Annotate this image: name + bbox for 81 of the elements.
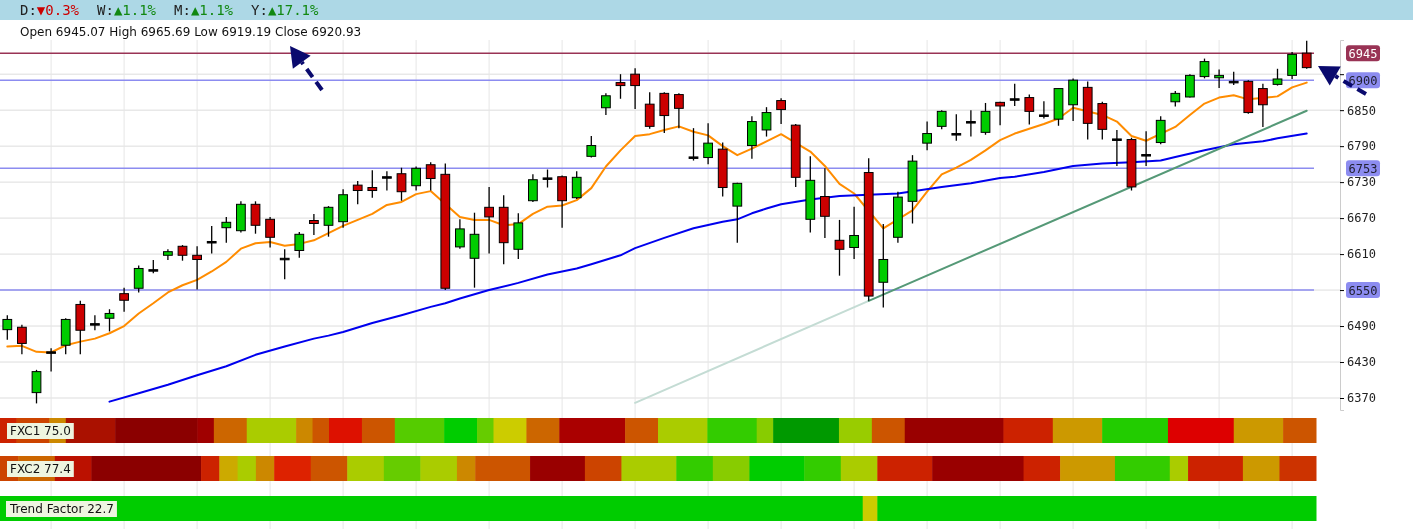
candlestick — [469, 212, 480, 289]
candlestick — [659, 91, 670, 134]
ref-line-label: 6900 — [1348, 73, 1378, 88]
candlestick — [1141, 130, 1151, 167]
candlestick — [776, 97, 786, 125]
candlestick — [119, 287, 129, 313]
candlestick — [221, 216, 232, 244]
ref-line-label: 6945 — [1348, 46, 1378, 61]
candlestick — [674, 92, 684, 129]
text: FXC2 77.4 — [10, 462, 71, 476]
candlestick — [1214, 68, 1224, 89]
candlestick — [323, 205, 334, 238]
candlestick — [2, 314, 13, 341]
candlestick — [382, 170, 392, 192]
line-series — [108, 132, 1308, 403]
candlestick — [1199, 57, 1210, 80]
candlestick — [352, 180, 363, 205]
y-tick-label: 6610 — [1347, 247, 1376, 262]
candlestick — [1155, 115, 1166, 145]
candlestick — [1009, 83, 1020, 107]
text: Open 6945.07 High 6965.69 Low 6919.19 Close 6920.93 — [20, 25, 362, 39]
candlestick — [17, 324, 27, 355]
candlestick — [732, 182, 743, 244]
candlestick — [936, 109, 947, 130]
candlestick — [586, 135, 597, 159]
candlestick — [1301, 40, 1312, 70]
candlestick — [455, 218, 465, 250]
candlestick — [571, 170, 582, 200]
text: FXC1 75.0 — [10, 424, 71, 438]
candlestick — [484, 186, 494, 255]
candlestick — [411, 165, 421, 192]
candlestick — [951, 113, 962, 142]
candlestick — [601, 92, 611, 116]
candlestick — [966, 109, 976, 138]
ref-line-label: 6753 — [1348, 161, 1378, 176]
candlestick — [90, 314, 100, 331]
candlestick — [980, 102, 991, 136]
candlestick — [1287, 51, 1297, 80]
text: Trend Factor 22.7 — [9, 502, 114, 516]
candlestick — [615, 73, 626, 100]
candlestick — [1185, 73, 1195, 99]
candlestick — [878, 223, 889, 309]
y-tick-label: 6430 — [1347, 355, 1376, 370]
candlestick — [104, 308, 115, 333]
y-tick-label: 6730 — [1347, 175, 1376, 190]
candlestick — [1258, 83, 1268, 128]
y-tick-label: 6850 — [1347, 103, 1376, 118]
candlestick — [747, 115, 757, 160]
ref-line-label: 6550 — [1348, 283, 1378, 298]
candlestick — [396, 167, 407, 202]
candlestick — [46, 347, 56, 373]
y-tick-label: 6670 — [1347, 211, 1376, 226]
candlestick — [834, 219, 845, 277]
y-tick-label: 6790 — [1347, 139, 1376, 154]
candlestick — [528, 173, 538, 203]
candlestick — [1024, 93, 1035, 126]
line-series — [6, 81, 1308, 354]
candlestick — [630, 67, 640, 110]
candlestick — [309, 213, 319, 236]
candlestick — [367, 169, 378, 199]
candlestick — [265, 216, 275, 249]
candlestick — [922, 120, 932, 151]
candlestick — [688, 127, 699, 162]
candlestick — [206, 225, 217, 255]
candlestick — [192, 245, 202, 291]
candlestick — [31, 369, 42, 405]
y-tick-label: 6490 — [1347, 319, 1376, 334]
candlestick — [644, 91, 655, 130]
candlestick — [133, 264, 144, 294]
candlestick — [557, 174, 567, 229]
candlestick — [1039, 100, 1049, 120]
candlestick — [294, 231, 305, 259]
candlestick — [849, 206, 859, 260]
candlestick — [425, 161, 436, 192]
candlestick — [761, 106, 772, 138]
candlestick — [820, 167, 830, 239]
candlestick — [703, 122, 713, 165]
candlestick — [1112, 129, 1122, 167]
y-tick-label: 6370 — [1347, 391, 1376, 406]
chart-title: D:▼0.3% W:▲1.1% M:▲1.1% Y:▲17.1% — [20, 2, 319, 18]
candlestick — [250, 200, 261, 235]
